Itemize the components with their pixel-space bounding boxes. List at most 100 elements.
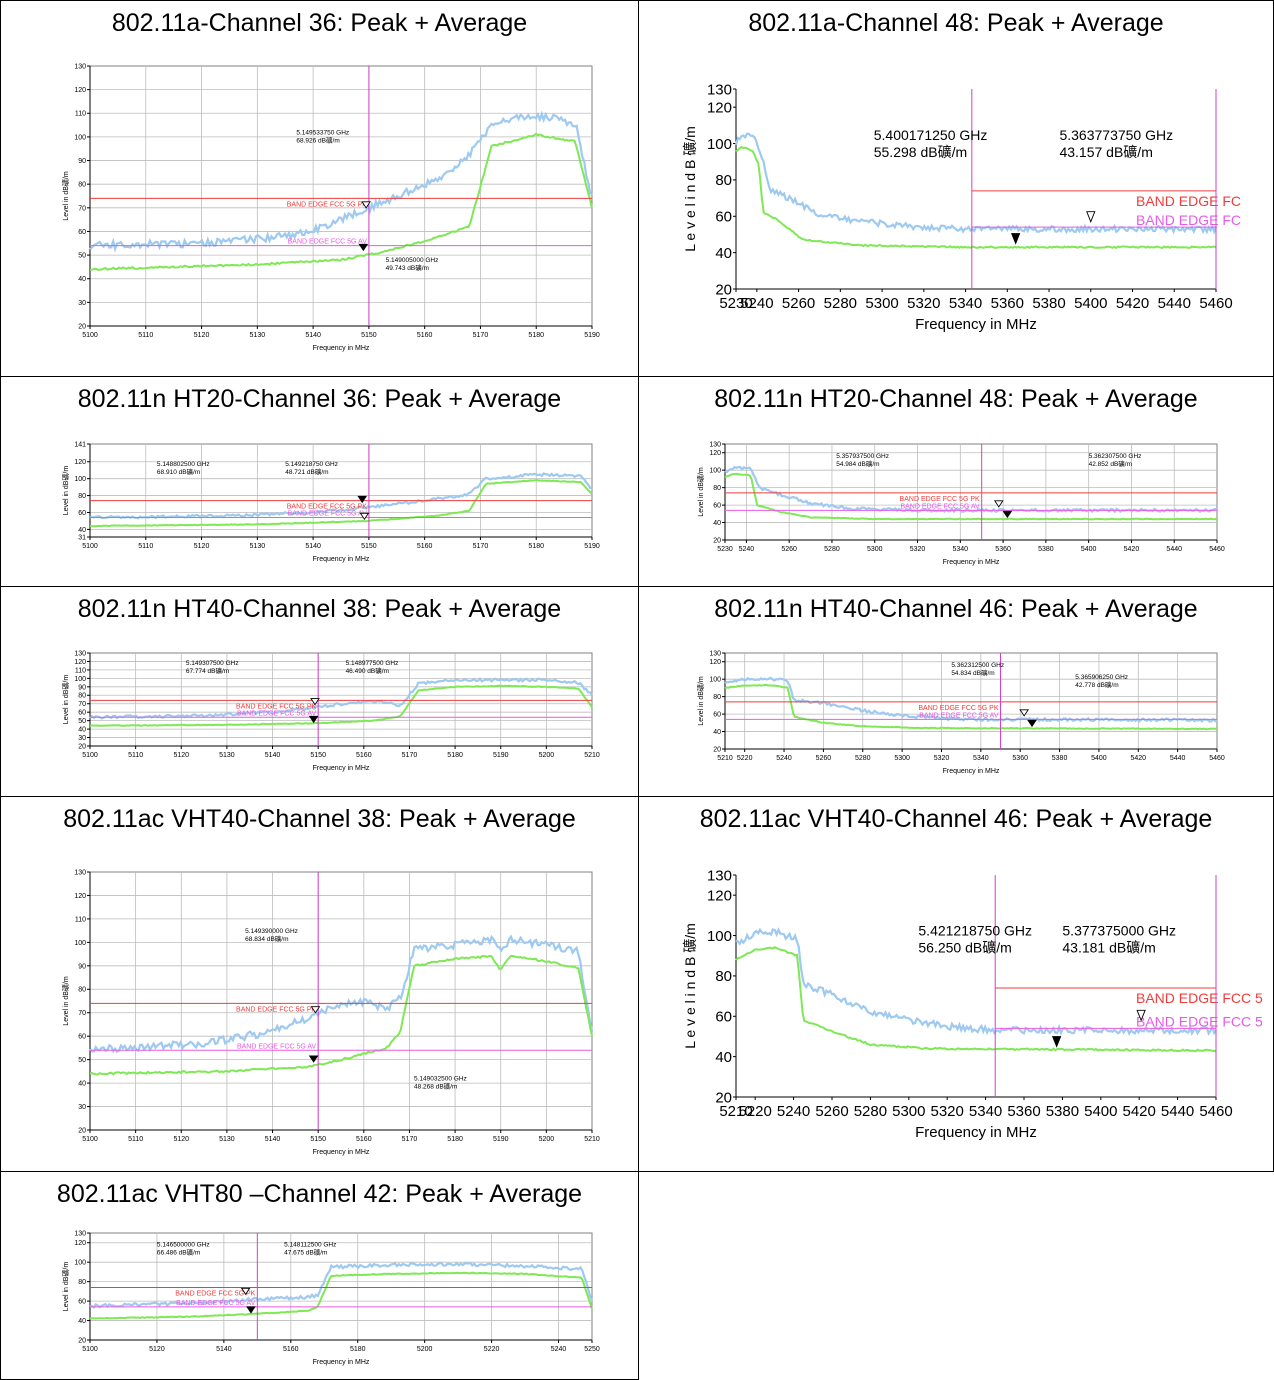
y-tick-label: 110 [75, 667, 86, 674]
chart: 5230 5240 5260 5280 5300 5320 5340 5360 5380 5400… [696, 441, 1225, 566]
marker-annotation: 47.675 dB礦/m [284, 1248, 327, 1257]
marker-annotation: 54.834 dB礦/m [951, 668, 994, 677]
x-tick-label: 5110 [138, 332, 153, 339]
x-tick-label: 5460 [1199, 295, 1232, 312]
y-tick-label: 30 [78, 1104, 86, 1111]
limit-label-peak: BAND EDGE FCC 5G PK [287, 504, 367, 511]
x-tick-label: 5340 [953, 546, 969, 553]
chart-title: 802.11ac VHT80 –Channel 42: Peak + Avera… [56, 1180, 583, 1208]
average-trace [735, 946, 1217, 1053]
y-tick-label: 100 [707, 136, 732, 153]
marker-annotation: 42.852 dB礦/m [1089, 459, 1132, 468]
y-tick-label: 130 [709, 650, 721, 657]
x-tick-label: 5210 [717, 755, 733, 762]
marker-annotation: 67.774 dB礦/m [186, 666, 229, 675]
x-tick-label: 5300 [865, 295, 898, 312]
marker-annotation: 5.149307500 GHz [186, 660, 239, 667]
chart-title: 802.11ac VHT40-Channel 46: Peak + Averag… [699, 805, 1213, 833]
y-tick-label: 90 [78, 684, 86, 691]
y-tick-label: 130 [74, 1230, 86, 1237]
peak-trace [89, 110, 593, 253]
x-axis-label: Frequency in MHz [313, 1149, 370, 1156]
x-tick-label: 5200 [539, 752, 555, 759]
x-tick-label: 5190 [493, 752, 509, 759]
x-tick-label: 5240 [777, 1103, 810, 1120]
chart: 5100 5110 5120 5130 5140 5150 5160 5170 5180 5190… [61, 869, 600, 1156]
y-tick-label: 30 [78, 300, 86, 307]
marker-open [310, 698, 320, 706]
marker-annotation: 5.357937500 GHz [836, 453, 889, 460]
x-tick-label: 5160 [417, 332, 433, 339]
marker-annotation: 5.149533750 GHz [296, 130, 349, 137]
x-tick-label: 5190 [584, 332, 600, 339]
x-tick-label: 5120 [149, 1346, 165, 1353]
x-tick-label: 5140 [265, 1136, 281, 1143]
y-tick-label: 100 [709, 677, 721, 684]
x-tick-label: 5110 [138, 543, 153, 550]
x-tick-label: 5340 [973, 755, 989, 762]
y-tick-label: 120 [707, 887, 732, 904]
y-tick-label: 130 [709, 441, 721, 448]
marker-annotation: 48.721 dB礦/m [285, 467, 328, 476]
x-tick-label: 5460 [1209, 755, 1225, 762]
x-tick-label: 5260 [816, 755, 832, 762]
peak-trace [89, 1261, 594, 1309]
limit-label-average: BAND EDGE FC [1136, 212, 1241, 228]
y-tick-label: 70 [78, 1010, 86, 1017]
x-tick-label: 5100 [82, 1346, 98, 1353]
y-tick-label: 50 [78, 253, 86, 260]
y-tick-label: 120 [74, 87, 86, 94]
y-tick-label: 141 [74, 441, 86, 448]
marker-annotation: 42.778 dB礦/m [1075, 680, 1118, 689]
y-tick-label: 20 [78, 743, 86, 750]
y-tick-label: 20 [78, 323, 86, 330]
x-tick-label: 5120 [194, 332, 210, 339]
marker-filled [246, 1306, 256, 1314]
peak-trace [724, 676, 1218, 723]
limit-label-peak: BAND EDGE FCC 5 [1136, 990, 1263, 1006]
x-tick-label: 5220 [484, 1346, 500, 1353]
x-tick-label: 5400 [1091, 755, 1107, 762]
y-tick-label: 100 [709, 468, 721, 475]
marker-annotation: 5.149005000 GHz [386, 257, 439, 264]
x-tick-label: 5300 [892, 1103, 925, 1120]
x-tick-label: 5120 [173, 752, 189, 759]
marker-filled [358, 243, 369, 252]
y-tick-label: 60 [78, 1034, 86, 1041]
x-tick-label: 5320 [931, 1103, 964, 1120]
y-tick-label: 60 [78, 1299, 86, 1306]
y-tick-label: 31 [78, 534, 86, 541]
x-tick-label: 5140 [305, 332, 321, 339]
x-tick-label: 5210 [584, 1136, 600, 1143]
marker-annotation: 5.362312500 GHz [951, 662, 1004, 669]
plot-area [736, 89, 1216, 289]
marker-filled [1002, 510, 1013, 519]
y-tick-label: 100 [74, 476, 86, 483]
x-tick-label: 5360 [1012, 755, 1028, 762]
x-tick-label: 5160 [356, 752, 372, 759]
table-cell: 802.11ac VHT80 –Channel 42: Peak + Avera… [0, 1171, 639, 1380]
x-tick-label: 5260 [782, 295, 815, 312]
y-tick-label: 80 [78, 693, 86, 700]
y-tick-label: 30 [78, 735, 86, 742]
y-tick-label: 80 [713, 485, 721, 492]
x-tick-label: 5120 [194, 543, 210, 550]
limit-label-average: BAND EDGE FCC 5G AV [237, 1043, 317, 1050]
y-axis-label: Level in dB礦/m [696, 676, 705, 726]
y-tick-label: 80 [78, 182, 86, 189]
x-tick-label: 5340 [969, 1103, 1002, 1120]
y-tick-label: 130 [74, 869, 86, 876]
marker-annotation: 56.250 dB礦/m [918, 940, 1011, 956]
y-tick-label: 70 [78, 701, 86, 708]
chart-title: 802.11n HT20-Channel 36: Peak + Average [77, 385, 562, 413]
y-tick-label: 20 [715, 281, 732, 298]
x-tick-label: 5220 [737, 755, 753, 762]
x-tick-label: 5140 [305, 543, 321, 550]
x-tick-label: 5380 [1038, 546, 1054, 553]
x-tick-label: 5360 [995, 546, 1011, 553]
x-tick-label: 5140 [216, 1346, 232, 1353]
x-tick-label: 5100 [82, 332, 98, 339]
x-tick-label: 5180 [528, 543, 544, 550]
x-tick-label: 5280 [824, 546, 840, 553]
x-tick-label: 5170 [473, 332, 489, 339]
